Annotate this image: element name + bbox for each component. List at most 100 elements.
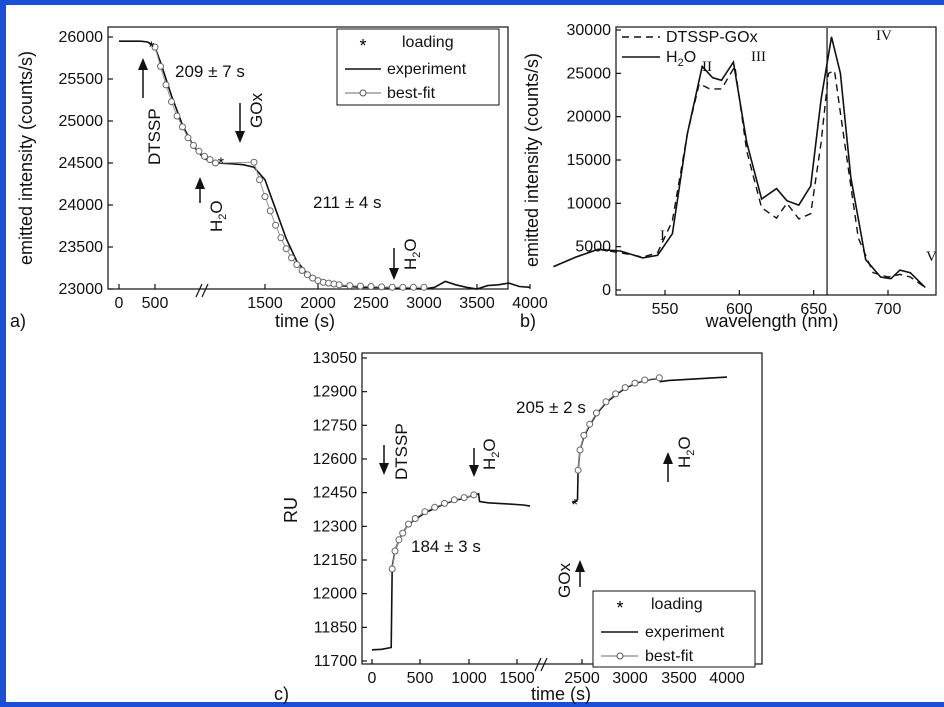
panel-a-x-axis-label: time (s) <box>275 311 335 331</box>
panel-a-bestfit-point <box>184 134 192 142</box>
panel-c-dtssp-label: DTSSP <box>392 423 411 480</box>
panel-b-y-tick-label: 0 <box>602 282 611 299</box>
panel-a-bestfit-point <box>162 81 170 89</box>
panel-c-y-tick-label: 12450 <box>313 485 358 502</box>
panel-b-y-tick-label: 10000 <box>567 195 612 212</box>
panel-b: 550 600 650 700 0 5000 10000 15000 20000 25000 300… <box>520 22 937 331</box>
panel-a-bestfit-point <box>256 176 263 184</box>
panel-a-x-tick-label: 2000 <box>300 295 336 312</box>
panel-a: 0 500 1500 2000 2500 3000 3500 4000 23000 23500 24… <box>10 26 548 331</box>
peak-label-iii: III <box>751 49 766 65</box>
panel-c-fit-time-2: 205 ± 2 s <box>516 398 586 417</box>
panel-c-bestfit-point <box>391 547 399 555</box>
panel-c-y-tick-label: 13050 <box>313 350 358 367</box>
panel-c-x-tick-label: 1000 <box>451 670 487 687</box>
panel-a-x-tick-label: 2500 <box>353 295 389 312</box>
legend-bestfit-label: best-fit <box>645 648 694 665</box>
panel-a-bestfit-point <box>282 245 290 253</box>
panel-a-fit-time-1: 209 ± 7 s <box>175 62 245 81</box>
panel-a-loading-marker: * <box>148 39 154 56</box>
panel-a-bestfit-point <box>168 98 175 106</box>
panel-c-y-axis-label: RU <box>281 497 301 523</box>
panel-c-y-tick-label: 11850 <box>314 619 357 636</box>
panel-a-bestfit-point <box>266 207 274 215</box>
panel-c-bestfit-point <box>441 499 448 507</box>
panel-a-y-tick-label: 25000 <box>59 113 104 130</box>
panel-a-bestfit-point <box>378 283 386 291</box>
panel-a-fit-time-2: 211 ± 4 s <box>313 193 382 212</box>
panel-a-y-tick-label: 25500 <box>59 71 104 88</box>
panel-c-experiment-line-2 <box>572 376 728 504</box>
panel-a-bestfit-point <box>151 43 159 51</box>
panel-a-y-axis-label: emitted intensity (counts/s) <box>16 51 36 265</box>
panel-a-bestfit-point <box>388 283 396 291</box>
panel-a-bestfit-point <box>261 193 269 201</box>
panel-c-fit-time-1: 184 ± 3 s <box>411 537 481 556</box>
panel-a-bestfit-point <box>201 152 208 160</box>
panel-a-bestfit-point <box>399 283 407 291</box>
panel-c-bestfit-point <box>602 398 610 406</box>
panel-c-bestfit-point <box>450 496 458 504</box>
panel-a-gox-label: GOx <box>247 93 266 128</box>
panel-b-y-tick-label: 15000 <box>567 152 612 169</box>
panel-c-bestfit-point <box>612 390 620 398</box>
panel-c-gox-label: GOx <box>555 563 574 598</box>
panel-a-y-tick-label: 24000 <box>59 197 104 214</box>
panel-a-x-tick-label: 3000 <box>406 295 442 312</box>
panel-b-y-axis-label: emitted intensity (counts/s) <box>522 53 542 267</box>
panel-c-bestfit-point <box>580 431 588 439</box>
panel-b-y-tick-label: 30000 <box>567 22 612 39</box>
legend-bestfit-marker <box>359 89 367 97</box>
panel-a-bestfit-point <box>179 123 186 131</box>
panel-c-loading-marker: * <box>572 497 578 514</box>
panel-a-plot-frame <box>107 26 509 290</box>
panel-a-bestfit-point <box>173 112 181 120</box>
legend-bestfit-marker <box>616 652 624 660</box>
panel-a-bestfit-point <box>346 282 354 290</box>
panel-c-bestfit-point <box>431 503 439 511</box>
panel-a-bestfit-point <box>298 267 306 274</box>
legend-loading-label: loading <box>651 596 703 613</box>
peak-label-iv: IV <box>876 28 892 44</box>
panel-c-bestfit-point <box>405 520 412 528</box>
panel-a-h2o-arrow-2 <box>389 248 399 280</box>
peak-label-i: I <box>660 228 665 244</box>
panel-c-h2o-label-2: H2O <box>675 436 697 468</box>
panel-c-bestfit-point <box>576 446 584 454</box>
panel-a-bestfit-point <box>356 282 364 290</box>
panel-c-bestfit-point <box>460 494 468 502</box>
legend-bestfit-label: best-fit <box>387 85 436 102</box>
panel-c: 0 500 1000 1500 2500 3000 3500 4000 11700 11850 12… <box>274 350 763 704</box>
panel-c-bestfit-point <box>388 565 396 573</box>
panel-b-x-tick-label: 700 <box>875 301 902 318</box>
legend-dtssp-gox-label: DTSSP-GOx <box>666 29 758 46</box>
panel-b-legend: DTSSP-GOx H2O <box>622 29 758 69</box>
panel-c-bestfit-point <box>470 491 478 499</box>
panel-a-bestfit-point <box>367 283 375 290</box>
legend-loading-marker: * <box>616 598 623 618</box>
panel-a-dtssp-arrow <box>138 58 148 98</box>
panel-c-bestfit-point <box>631 379 639 387</box>
panel-a-y-tick-label: 23500 <box>59 239 104 256</box>
panel-c-x-tick-label: 0 <box>368 670 377 687</box>
panel-a-y-tick-label: 26000 <box>59 29 104 46</box>
panel-c-bestfit-point <box>641 376 649 384</box>
panel-a-dtssp-label: DTSSP <box>145 108 164 165</box>
panel-c-h2o-label-1: H2O <box>480 438 502 470</box>
panel-c-y-tick-label: 12600 <box>313 451 358 468</box>
panel-c-bestfit-point <box>411 515 419 522</box>
panel-a-bestfit-point <box>335 281 343 289</box>
panel-b-x-tick-label: 650 <box>800 301 827 318</box>
panel-a-h2o-label-2: H2O <box>401 238 423 270</box>
panel-c-label: c) <box>274 684 289 704</box>
panel-c-axis-break <box>534 657 548 672</box>
panel-c-bestfit-point <box>586 420 594 428</box>
panel-c-y-tick-label: 11700 <box>314 653 357 670</box>
panel-a-x-tick-label: 500 <box>142 295 169 312</box>
panel-a-bestfit-point <box>272 221 280 229</box>
panel-a-bestfit-point <box>303 271 311 279</box>
panel-b-h2o-line <box>553 36 926 288</box>
panel-b-y-tick-label: 20000 <box>567 109 612 126</box>
panel-a-y-tick-label: 23000 <box>59 281 104 298</box>
